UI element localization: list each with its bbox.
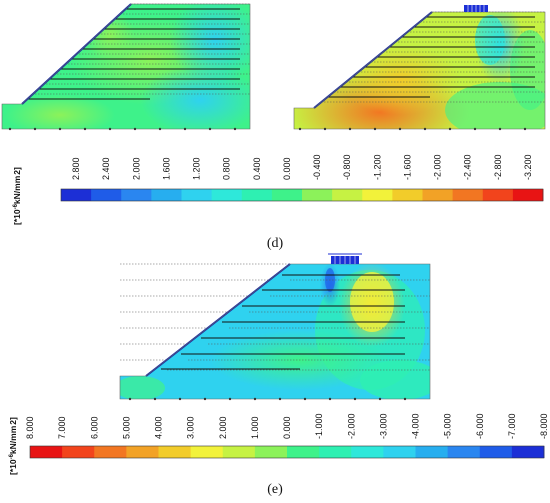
scale-swatch xyxy=(383,446,416,458)
scale-swatch xyxy=(241,189,273,201)
scale-swatch xyxy=(62,446,95,458)
scale-tick-label: 1.000 xyxy=(250,416,260,439)
scale-swatch xyxy=(126,446,159,458)
scale-tick-label: 4.000 xyxy=(154,416,164,439)
panel-d-figure: [*10-6kN/mm2] 2.800 2.400 2.000 1.600 1.200 0… xyxy=(1,3,546,225)
scale-swatch xyxy=(121,189,152,201)
scale-tick-label: 1.200 xyxy=(192,157,202,180)
scale-tick-label: 5.000 xyxy=(121,416,131,439)
scale-swatch xyxy=(254,446,288,458)
scale-swatch xyxy=(302,189,333,201)
scale-swatch xyxy=(447,446,481,458)
panel-d: [*10-6kN/mm2] 2.800 2.400 2.000 1.600 1.200 0… xyxy=(0,0,550,250)
scale-swatch xyxy=(482,189,514,201)
scale-swatch xyxy=(190,446,224,458)
scale-tick-label: -2.000 xyxy=(433,154,443,180)
unit-label-e: [*10-6kN/mm2] xyxy=(8,417,18,475)
scale-tick-label: -4.000 xyxy=(411,413,421,439)
panel-e-figure: [*10-6kN/mm2] 8.000 7.000 6.000 5.000 4.000 3… xyxy=(8,253,549,475)
scale-swatch xyxy=(452,189,484,201)
scale-swatch xyxy=(422,189,454,201)
scale-tick-label: -6.000 xyxy=(475,413,485,439)
scale-tick-label: -2.000 xyxy=(346,413,356,439)
caption-d: (d) xyxy=(266,236,284,251)
scale-swatch xyxy=(94,446,127,458)
scale-swatch xyxy=(61,189,92,201)
footing-load-icon xyxy=(464,5,488,12)
model-e xyxy=(119,253,431,401)
model-d-left xyxy=(1,3,251,131)
scale-tick-label: 0.400 xyxy=(252,157,262,180)
scale-tick-label: 3.000 xyxy=(186,416,196,439)
scale-swatch xyxy=(512,189,544,201)
scale-tick-label: -3.000 xyxy=(378,413,388,439)
scale-tick-label: 0.000 xyxy=(282,157,292,180)
scale-swatch xyxy=(319,446,352,458)
scale-swatch xyxy=(158,446,192,458)
unit-label-d: [*10-6kN/mm2] xyxy=(12,167,22,225)
scale-tick-label: -2.400 xyxy=(463,154,473,180)
scale-tick-label: -8.000 xyxy=(539,413,549,439)
scale-tick-label: -3.200 xyxy=(523,154,533,180)
scale-tick-label: -1.000 xyxy=(314,413,324,439)
scale-swatch xyxy=(181,189,213,201)
caption-e: (e) xyxy=(267,482,283,497)
scale-tick-label: 2.000 xyxy=(131,157,141,180)
scale-tick-label: 6.000 xyxy=(89,416,99,439)
legend-e: [*10-6kN/mm2] 8.000 7.000 6.000 5.000 4.000 3… xyxy=(8,413,549,475)
scale-tick-label: 1.600 xyxy=(161,157,171,180)
scale-tick-label: 7.000 xyxy=(57,416,67,439)
scale-tick-label: -1.600 xyxy=(402,154,412,180)
scale-tick-label: -2.800 xyxy=(493,154,503,180)
scale-tick-label: 0.800 xyxy=(222,157,232,180)
scale-tick-label: -5.000 xyxy=(443,413,453,439)
scale-swatch xyxy=(271,189,303,201)
scale-swatch xyxy=(415,446,449,458)
scale-swatch xyxy=(91,189,122,201)
scale-tick-label: 2.000 xyxy=(218,416,228,439)
panel-e: [*10-6kN/mm2] 8.000 7.000 6.000 5.000 4.000 3… xyxy=(0,250,550,503)
scale-swatch xyxy=(332,189,363,201)
scale-tick-label: -7.000 xyxy=(507,413,517,439)
scale-swatch xyxy=(30,446,63,458)
scale-swatch xyxy=(362,189,393,201)
scale-tick-label: 2.400 xyxy=(101,157,111,180)
scale-swatch xyxy=(392,189,423,201)
legend-d: [*10-6kN/mm2] 2.800 2.400 2.000 1.600 1.200 0… xyxy=(12,154,544,225)
scale-tick-label: 0.000 xyxy=(282,416,292,439)
footing-load-icon xyxy=(328,253,362,264)
scale-tick-label: -0.400 xyxy=(312,154,322,180)
scale-swatch xyxy=(479,446,513,458)
scale-swatch xyxy=(287,446,320,458)
scale-swatch xyxy=(211,189,243,201)
scale-swatch xyxy=(151,189,182,201)
scale-tick-label: 2.800 xyxy=(71,157,81,180)
scale-tick-label: -0.800 xyxy=(342,154,352,180)
model-d-right xyxy=(293,5,546,131)
scale-swatch xyxy=(351,446,384,458)
scale-swatch xyxy=(511,446,545,458)
scale-tick-label: -1.200 xyxy=(372,154,382,180)
scale-swatch xyxy=(222,446,256,458)
scale-tick-label: 8.000 xyxy=(25,416,35,439)
